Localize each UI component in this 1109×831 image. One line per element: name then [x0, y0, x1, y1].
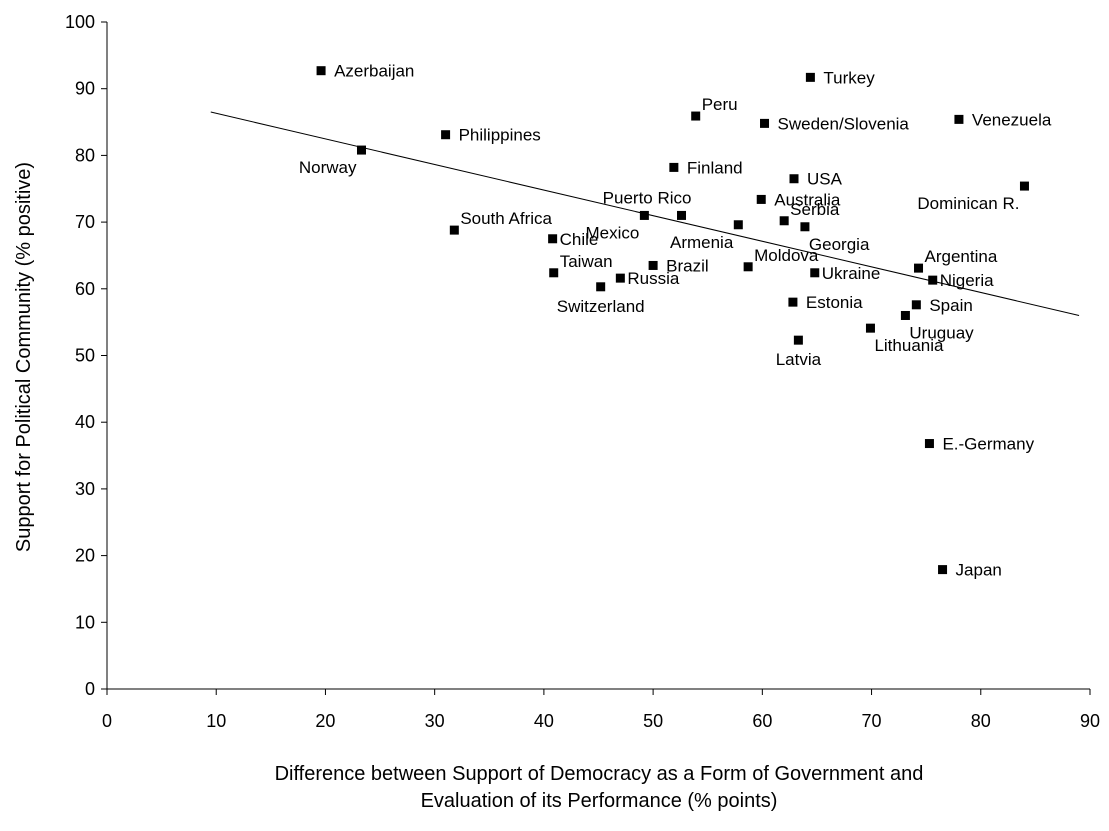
point-label-turkey: Turkey — [823, 68, 875, 87]
point-philippines — [441, 130, 451, 140]
y-axis-title: Support for Political Community (% posit… — [13, 162, 35, 552]
point-usa — [789, 174, 799, 184]
x-axis: 0 10 20 30 40 50 60 70 80 90 — [102, 688, 1100, 731]
point-azerbaijan — [316, 66, 326, 76]
point-puerto-rico — [677, 210, 687, 220]
point-venezuela — [954, 114, 964, 124]
point-label-argentina: Argentina — [925, 247, 998, 266]
point-japan — [938, 565, 948, 575]
point-label-chile: Chile — [560, 230, 599, 249]
point-label-japan: Japan — [956, 561, 1002, 580]
point-norway — [356, 145, 366, 155]
point-estonia — [788, 297, 798, 307]
point-south-africa — [449, 225, 459, 235]
point-label-south-africa: South Africa — [460, 209, 552, 228]
y-tick-label: 80 — [75, 145, 95, 165]
y-tick-label: 50 — [75, 346, 95, 366]
point-label-venezuela: Venezuela — [972, 110, 1052, 129]
point-label-peru: Peru — [702, 95, 738, 114]
y-tick-label: 10 — [75, 612, 95, 632]
point-label-russia: Russia — [627, 269, 680, 288]
point-label-philippines: Philippines — [459, 126, 541, 145]
y-tick-label: 30 — [75, 479, 95, 499]
x-tick-label: 40 — [534, 711, 554, 731]
y-tick-label: 40 — [75, 412, 95, 432]
point-taiwan — [549, 268, 559, 278]
point-peru — [691, 111, 701, 121]
data-points: Azerbaijan Norway Philippines South Africa C… — [299, 62, 1052, 580]
point-turkey — [805, 72, 815, 82]
point-label-australia: Australia — [774, 190, 841, 209]
point-argentina — [914, 263, 924, 273]
point-label-e-germany: E.-Germany — [942, 435, 1034, 454]
point-uruguay — [900, 310, 910, 320]
point-label-moldova: Moldova — [754, 246, 819, 265]
x-axis-title-line-1: Difference between Support of Democracy … — [275, 763, 924, 785]
point-label-norway: Norway — [299, 158, 357, 177]
point-finland — [669, 162, 679, 172]
point-label-estonia: Estonia — [806, 293, 863, 312]
x-tick-label: 80 — [971, 711, 991, 731]
y-tick-label: 70 — [75, 212, 95, 232]
x-tick-label: 70 — [862, 711, 882, 731]
y-tick-label: 100 — [65, 12, 95, 32]
point-sweden-slovenia — [760, 118, 770, 128]
point-label-nigeria: Nigeria — [940, 271, 994, 290]
point-australia — [756, 194, 766, 204]
x-tick-label: 90 — [1080, 711, 1100, 731]
point-label-latvia: Latvia — [776, 350, 822, 369]
point-e-germany — [924, 439, 934, 449]
point-label-serbia: Serbia — [790, 200, 840, 219]
x-tick-label: 0 — [102, 711, 112, 731]
point-label-mexico: Mexico — [586, 223, 640, 242]
point-label-finland: Finland — [687, 158, 743, 177]
point-latvia — [793, 335, 803, 345]
point-mexico — [639, 210, 649, 220]
point-label-georgia: Georgia — [809, 235, 870, 254]
point-nigeria — [928, 275, 938, 285]
point-russia — [615, 273, 625, 283]
x-tick-label: 50 — [643, 711, 663, 731]
point-label-taiwan: Taiwan — [560, 252, 613, 271]
point-label-ukraine: Ukraine — [822, 264, 881, 283]
y-axis: 0 10 20 30 40 50 60 70 80 90 100 — [65, 12, 108, 699]
point-armenia — [733, 220, 743, 230]
y-tick-label: 90 — [75, 79, 95, 99]
x-tick-label: 30 — [425, 711, 445, 731]
point-label-uruguay: Uruguay — [909, 323, 974, 342]
point-label-dominican-r: Dominican R. — [917, 194, 1019, 213]
point-georgia — [800, 222, 810, 232]
x-tick-label: 10 — [206, 711, 226, 731]
point-spain — [911, 300, 921, 310]
y-tick-label: 0 — [85, 679, 95, 699]
point-chile — [548, 234, 558, 244]
point-lithuania — [865, 323, 875, 333]
point-label-lithuania: Lithuania — [874, 336, 944, 355]
x-axis-title-line-2: Evaluation of its Performance (% points) — [421, 790, 778, 812]
point-ukraine — [810, 268, 820, 278]
point-label-usa: USA — [807, 170, 843, 189]
point-brazil — [648, 260, 658, 270]
x-tick-label: 20 — [315, 711, 335, 731]
point-serbia — [779, 216, 789, 226]
point-dominican-r — [1019, 181, 1029, 191]
point-label-puerto-rico: Puerto Rico — [603, 188, 692, 207]
point-label-switzerland: Switzerland — [557, 297, 645, 316]
point-label-brazil: Brazil — [666, 256, 709, 275]
point-label-armenia: Armenia — [670, 233, 734, 252]
point-moldova — [743, 262, 753, 272]
x-tick-label: 60 — [752, 711, 772, 731]
point-label-spain: Spain — [929, 296, 972, 315]
point-label-sweden-slovenia: Sweden/Slovenia — [778, 114, 910, 133]
point-label-azerbaijan: Azerbaijan — [334, 62, 414, 81]
y-tick-label: 20 — [75, 546, 95, 566]
y-tick-label: 60 — [75, 279, 95, 299]
point-switzerland — [596, 282, 606, 292]
